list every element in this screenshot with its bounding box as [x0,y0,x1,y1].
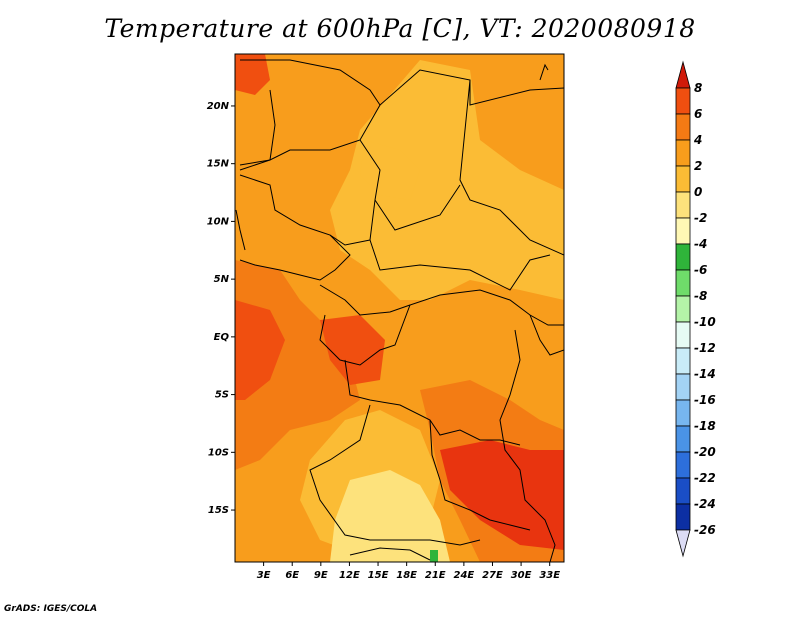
colorbar-label: 6 [694,107,702,121]
colorbar-label: -20 [694,445,716,459]
colorbar-label: -16 [694,393,716,407]
colorbar-label: -4 [694,237,707,251]
y-tick-label: 5S [215,390,229,401]
colorbar-segment [675,425,691,453]
y-tick-label: 10N [207,216,230,227]
y-tick-label: 20N [207,101,230,112]
field-hot-congo [320,315,385,385]
y-tick-label: 15S [208,505,229,516]
colorbar-label: 8 [694,81,702,95]
field-pale-south [330,470,450,562]
field-hot-nw [235,54,270,95]
colorbar-segment [675,269,691,297]
y-tick-label: 10S [208,447,229,458]
x-axis: 3E 6E 9E 12E 15E 18E 21E 24E 27E 30E 33E [257,562,560,581]
x-tick-label: 24E [453,570,474,581]
colorbar-segment [675,139,691,167]
x-tick-label: 6E [285,570,299,581]
field-light-north [330,60,564,300]
x-tick-label: 33E [539,570,560,581]
colorbar-segment [675,451,691,479]
temperature-field [235,54,564,562]
colorbar-segment [675,373,691,401]
field-cold-spot [430,550,438,562]
x-tick-label: 30E [511,570,532,581]
colorbar-label: 0 [694,185,702,199]
country-borders [235,59,564,562]
colorbar-label: 4 [693,133,702,147]
x-tick-label: 15E [368,570,389,581]
x-tick-label: 27E [482,570,503,581]
y-tick-label: EQ [214,332,230,343]
colorbar-label: -26 [694,523,716,537]
y-axis: 20N 15N 10N 5N EQ 5S 10S 15S [207,101,235,516]
colorbar-segment [675,217,691,245]
colorbar-label: -10 [694,315,716,329]
map-frame [234,53,565,563]
colorbar-segment [675,165,691,193]
x-tick-label: 18E [396,570,417,581]
y-tick-label: 15N [207,159,230,170]
colorbar-segment [675,113,691,141]
colorbar-segment [675,503,691,531]
colorbar-segment [675,191,691,219]
colorbar-segment [675,399,691,427]
colorbar-segment [675,243,691,271]
map-title: Temperature at 600hPa [C], VT: 202008091… [104,14,696,43]
colorbar-label: -18 [694,419,716,433]
x-tick-label: 12E [339,570,360,581]
colorbar-top-arrow [675,60,691,89]
x-tick-label: 21E [425,570,446,581]
field-light-sahel [360,140,420,200]
colorbar-label: -6 [694,263,707,277]
colorbar-label: -14 [694,367,716,381]
colorbar-label: -24 [694,497,716,511]
colorbar-segment [675,347,691,375]
y-tick-label: 5N [214,274,230,285]
colorbar-label: -2 [694,211,707,225]
colorbar-label: -22 [694,471,716,485]
x-tick-label: 9E [314,570,328,581]
colorbar-label: -12 [694,341,716,355]
field-hot-coast [235,300,285,400]
colorbar-bottom-arrow [675,529,691,558]
colorbar-segment [675,295,691,323]
colorbar-label: 2 [694,159,702,173]
colorbar: 8 6 4 2 0 -2 -4 -6 -8 -10 -12 -14 -16 -18 -20 -22 -24 -26 [675,60,716,558]
colorbar-segment [675,477,691,505]
field-hot-se [440,440,564,550]
x-tick-label: 3E [257,570,271,581]
colorbar-segment [675,321,691,349]
grads-credit: GrADS: IGES/COLA [4,604,98,614]
colorbar-label: -8 [694,289,707,303]
colorbar-segment [675,87,691,115]
